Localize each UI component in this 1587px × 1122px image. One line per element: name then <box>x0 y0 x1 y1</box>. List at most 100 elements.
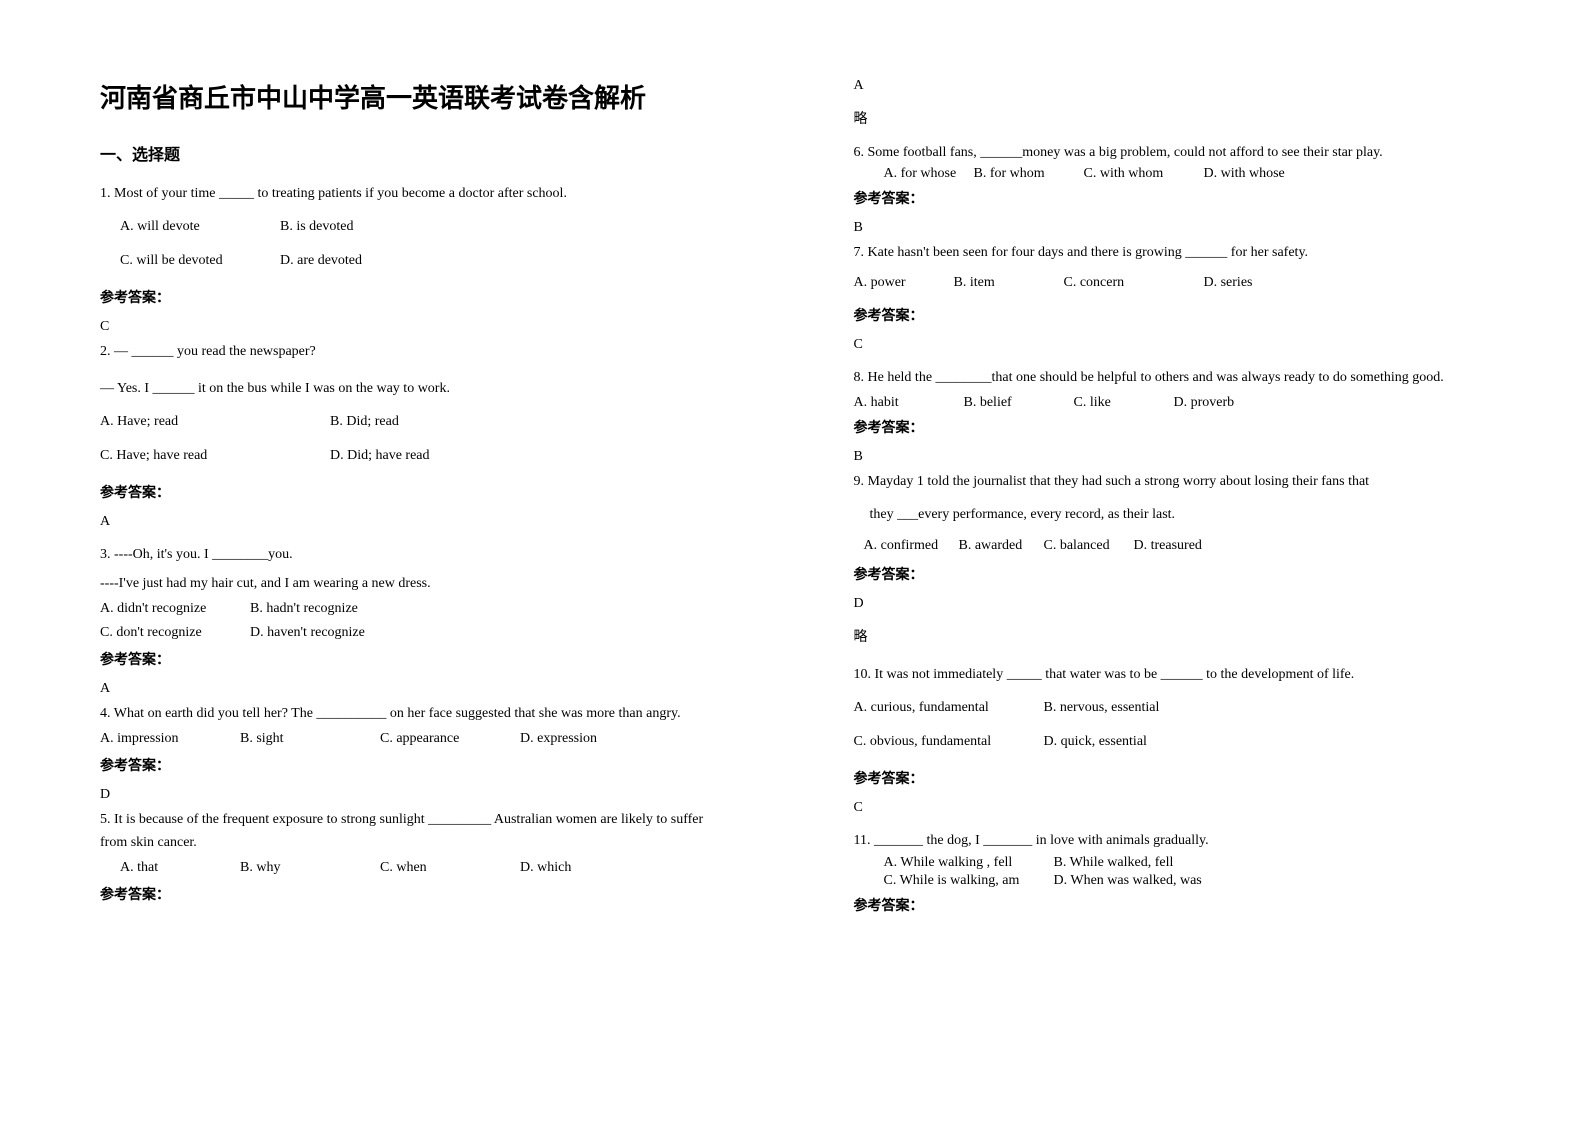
q4-options: A. impression B. sight C. appearance D. … <box>100 731 734 747</box>
q4-answer: D <box>100 787 734 803</box>
q11-answer-label: 参考答案： <box>854 895 1488 915</box>
q4-option-a: A. impression <box>100 731 240 747</box>
q5-answer: A <box>854 78 1488 94</box>
q9-option-d: D. treasured <box>1134 538 1202 554</box>
q11-option-d: D. When was walked, was <box>1054 873 1202 889</box>
q5-stem: 5. It is because of the frequent exposur… <box>100 809 734 854</box>
q2-answer-label: 参考答案： <box>100 482 734 502</box>
q10-option-b: B. nervous, essential <box>1044 700 1160 716</box>
q6-stem: 6. Some football fans, ______money was a… <box>854 142 1488 164</box>
q10-answer-label: 参考答案： <box>854 768 1488 788</box>
q5-options: A. that B. why C. when D. which <box>100 860 734 876</box>
q10-stem: 10. It was not immediately _____ that wa… <box>854 664 1488 686</box>
q4-option-c: C. appearance <box>380 731 520 747</box>
q3-option-d: D. haven't recognize <box>250 625 365 641</box>
q2-options-row2: C. Have; have read D. Did; have read <box>100 448 734 464</box>
q7-answer-label: 参考答案： <box>854 305 1488 325</box>
q8-stem: 8. He held the ________that one should b… <box>854 367 1488 389</box>
q2-option-a: A. Have; read <box>100 414 330 430</box>
q8-answer-label: 参考答案： <box>854 417 1488 437</box>
q9-stem2: they ___every performance, every record,… <box>854 504 1488 526</box>
q9-option-c: C. balanced <box>1044 538 1134 554</box>
q8-options: A. habit B. belief C. like D. proverb <box>854 395 1488 411</box>
q2-answer: A <box>100 514 734 530</box>
q1-options-row1: A. will devote B. is devoted <box>100 219 734 235</box>
q6-options: A. for whose B. for whom C. with whom D.… <box>854 166 1488 182</box>
q6-answer: B <box>854 220 1488 236</box>
q9-options: A. confirmed B. awarded C. balanced D. t… <box>854 538 1488 554</box>
q5-option-d: D. which <box>520 860 571 876</box>
q9-answer: D <box>854 596 1488 612</box>
q7-option-b: B. item <box>954 275 1064 291</box>
q2-stem1: 2. — ______ you read the newspaper? <box>100 341 734 363</box>
q7-option-d: D. series <box>1204 275 1253 291</box>
q3-option-c: C. don't recognize <box>100 625 250 641</box>
q1-stem: 1. Most of your time _____ to treating p… <box>100 183 734 205</box>
page-right-column: A 略 6. Some football fans, ______money w… <box>794 0 1587 1122</box>
q6-option-a: A. for whose <box>854 166 974 182</box>
page-left-column: 河南省商丘市中山中学高一英语联考试卷含解析 一、选择题 1. Most of y… <box>0 0 794 1122</box>
q10-option-c: C. obvious, fundamental <box>854 734 1044 750</box>
q11-option-b: B. While walked, fell <box>1054 855 1174 871</box>
q9-answer-label: 参考答案： <box>854 564 1488 584</box>
q3-stem2: ----I've just had my hair cut, and I am … <box>100 573 734 595</box>
q6-answer-label: 参考答案： <box>854 188 1488 208</box>
q11-options-row2: C. While is walking, am D. When was walk… <box>854 873 1488 889</box>
q11-option-c: C. While is walking, am <box>854 873 1054 889</box>
q1-answer: C <box>100 319 734 335</box>
q6-option-d: D. with whose <box>1204 166 1285 182</box>
q3-answer-label: 参考答案： <box>100 649 734 669</box>
q5-option-b: B. why <box>240 860 380 876</box>
q8-option-d: D. proverb <box>1174 395 1235 411</box>
q3-option-b: B. hadn't recognize <box>250 601 358 617</box>
q7-stem: 7. Kate hasn't been seen for four days a… <box>854 242 1488 264</box>
document-title: 河南省商丘市中山中学高一英语联考试卷含解析 <box>100 78 734 115</box>
q6-option-b: B. for whom <box>974 166 1084 182</box>
q7-option-a: A. power <box>854 275 954 291</box>
q4-option-d: D. expression <box>520 731 597 747</box>
q4-stem: 4. What on earth did you tell her? The _… <box>100 703 734 725</box>
q10-option-a: A. curious, fundamental <box>854 700 1044 716</box>
q2-option-c: C. Have; have read <box>100 448 330 464</box>
q11-stem: 11. _______ the dog, I _______ in love w… <box>854 830 1488 852</box>
q6-option-c: C. with whom <box>1084 166 1204 182</box>
q3-options-row1: A. didn't recognize B. hadn't recognize <box>100 601 734 617</box>
q9-omit: 略 <box>854 626 1488 646</box>
q1-answer-label: 参考答案： <box>100 287 734 307</box>
q8-option-a: A. habit <box>854 395 964 411</box>
q10-options-row1: A. curious, fundamental B. nervous, esse… <box>854 700 1488 716</box>
q7-options: A. power B. item C. concern D. series <box>854 275 1488 291</box>
q9-option-a: A. confirmed <box>864 538 959 554</box>
q2-option-d: D. Did; have read <box>330 448 430 464</box>
q1-option-d: D. are devoted <box>280 253 362 269</box>
q9-stem1: 9. Mayday 1 told the journalist that the… <box>854 471 1488 493</box>
q3-option-a: A. didn't recognize <box>100 601 250 617</box>
q7-answer: C <box>854 337 1488 353</box>
q8-answer: B <box>854 449 1488 465</box>
q3-answer: A <box>100 681 734 697</box>
q8-option-b: B. belief <box>964 395 1074 411</box>
q3-options-row2: C. don't recognize D. haven't recognize <box>100 625 734 641</box>
q10-answer: C <box>854 800 1488 816</box>
q5-omit: 略 <box>854 108 1488 128</box>
q4-option-b: B. sight <box>240 731 380 747</box>
q5-option-a: A. that <box>100 860 240 876</box>
q11-option-a: A. While walking , fell <box>854 855 1054 871</box>
section-heading: 一、选择题 <box>100 141 734 165</box>
q5-answer-label: 参考答案： <box>100 884 734 904</box>
q1-options-row2: C. will be devoted D. are devoted <box>100 253 734 269</box>
q4-answer-label: 参考答案： <box>100 755 734 775</box>
q2-options-row1: A. Have; read B. Did; read <box>100 414 734 430</box>
q9-option-b: B. awarded <box>959 538 1044 554</box>
q2-option-b: B. Did; read <box>330 414 399 430</box>
q10-options-row2: C. obvious, fundamental D. quick, essent… <box>854 734 1488 750</box>
q5-option-c: C. when <box>380 860 520 876</box>
q2-stem2: — Yes. I ______ it on the bus while I wa… <box>100 378 734 400</box>
q1-option-b: B. is devoted <box>280 219 354 235</box>
q3-stem1: 3. ----Oh, it's you. I ________you. <box>100 544 734 566</box>
q1-option-a: A. will devote <box>100 219 280 235</box>
q1-option-c: C. will be devoted <box>100 253 280 269</box>
q11-options-row1: A. While walking , fell B. While walked,… <box>854 855 1488 871</box>
q7-option-c: C. concern <box>1064 275 1204 291</box>
q10-option-d: D. quick, essential <box>1044 734 1147 750</box>
